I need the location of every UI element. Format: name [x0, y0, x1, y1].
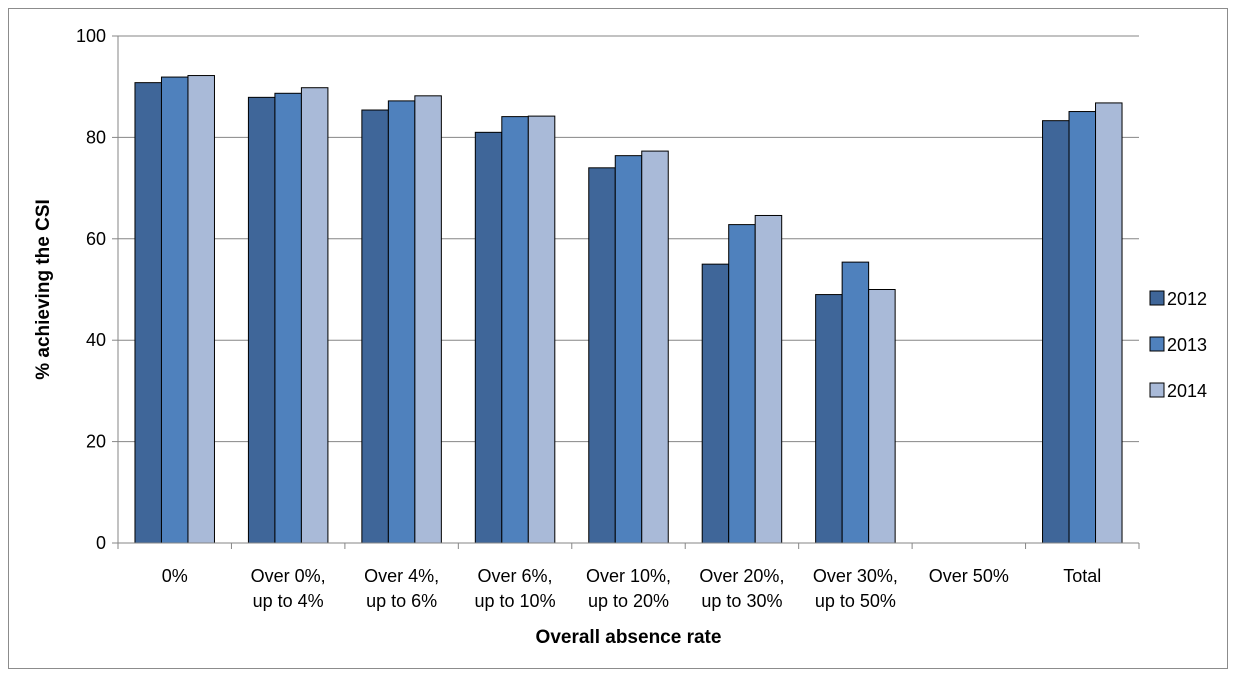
- y-tick-label: 80: [86, 127, 106, 147]
- bar-2014: [754, 214, 783, 544]
- x-category-label: Total: [1063, 566, 1101, 586]
- x-axis-title: Overall absence rate: [536, 627, 722, 648]
- x-category-labels: 0% Over 0%, up to 4% Over 4%, up to 6% Over 6…: [162, 566, 1102, 611]
- bar-2014: [868, 289, 896, 544]
- y-tick-label: 60: [86, 229, 106, 249]
- x-category-label: Over 50%: [929, 566, 1009, 586]
- bar-2013: [841, 261, 870, 544]
- bar-2012: [588, 167, 616, 544]
- x-category-label: Over 30%, up to 50%: [813, 566, 898, 611]
- bars: [134, 75, 1123, 544]
- axes: [112, 35, 1140, 549]
- y-tick-label: 100: [76, 26, 106, 46]
- legend-swatch-2012: [1149, 290, 1165, 306]
- bar-2014: [1095, 102, 1123, 544]
- bar-2013: [160, 76, 189, 544]
- bar-2014: [414, 95, 442, 544]
- bar-2012: [474, 131, 503, 544]
- bar-2014: [527, 115, 556, 544]
- bar-2012: [247, 96, 276, 544]
- bar-2013: [1068, 111, 1097, 544]
- legend-label-2013: 2013: [1167, 335, 1207, 355]
- x-category-label: Over 10%, up to 20%: [586, 566, 671, 611]
- x-category-label: Over 6%, up to 10%: [475, 566, 556, 611]
- legend-label-2014: 2014: [1167, 381, 1207, 401]
- x-category-label: 0%: [162, 566, 188, 586]
- bar-2012: [1042, 120, 1070, 544]
- y-tick-label: 40: [86, 330, 106, 350]
- y-tick-label: 20: [86, 432, 106, 452]
- bar-2012: [361, 109, 389, 544]
- legend-swatch-2013: [1149, 336, 1165, 352]
- x-category-label: Over 4%, up to 6%: [364, 566, 439, 611]
- x-category-label: Over 20%, up to 30%: [699, 566, 784, 611]
- bar-2013: [501, 116, 529, 544]
- bar-2014: [300, 87, 329, 544]
- y-axis-title: % achieving the CSI: [33, 199, 54, 380]
- bar-2013: [274, 92, 302, 544]
- bar-2014: [641, 150, 669, 544]
- bar-2013: [728, 224, 756, 544]
- y-tick-label: 0: [96, 533, 106, 553]
- bar-2013: [614, 155, 643, 544]
- bar-2014: [187, 75, 215, 544]
- bar-2013: [387, 100, 416, 544]
- bar-2012: [701, 263, 730, 544]
- x-category-label: Over 0%, up to 4%: [251, 566, 326, 611]
- y-tick-labels: 0 20 40 60 80 100: [76, 26, 106, 553]
- legend-label-2012: 2012: [1167, 289, 1207, 309]
- bar-2012: [134, 82, 162, 544]
- legend: 2012 2013 2014: [1149, 289, 1207, 401]
- legend-swatch-2014: [1149, 382, 1165, 398]
- bar-2012: [815, 294, 843, 544]
